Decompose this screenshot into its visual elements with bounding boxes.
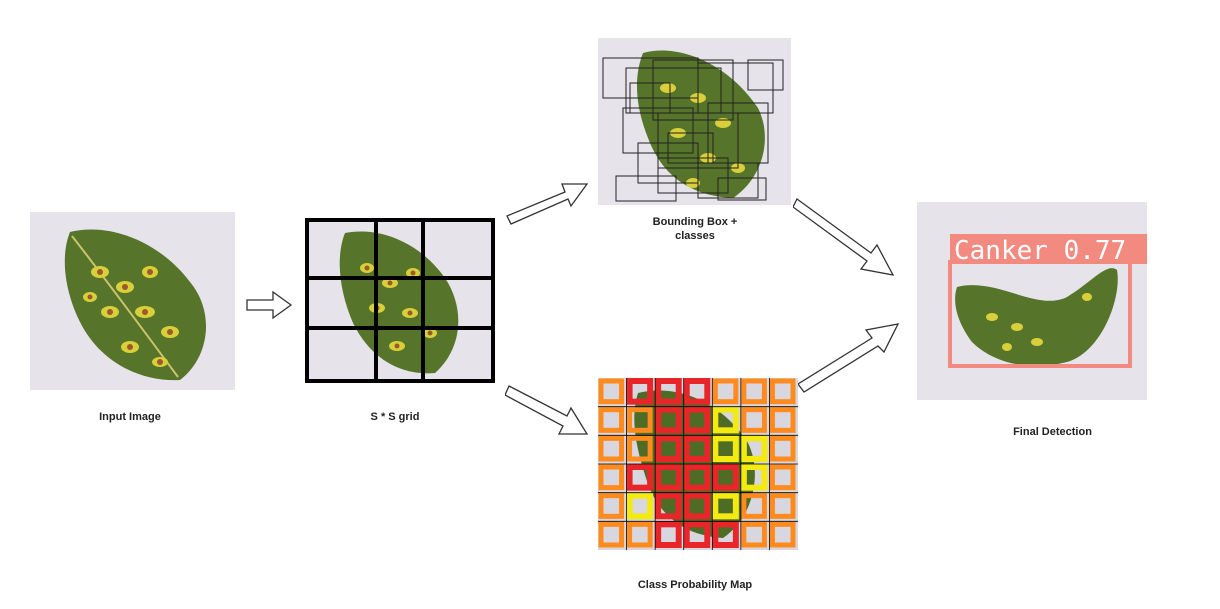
bbox-leaf-photo (598, 38, 791, 205)
class-probability-map-image (598, 378, 798, 550)
probability-cell (769, 464, 796, 491)
bounding-boxes (602, 57, 784, 202)
probability-cell (598, 493, 625, 519)
arrow-up-right-to-final-icon (798, 323, 900, 393)
probability-cell (712, 406, 739, 434)
probability-cell (655, 492, 682, 520)
probability-cell (740, 435, 768, 462)
s-by-s-grid-lines (305, 218, 495, 383)
probability-cell (769, 435, 796, 462)
probability-cell (712, 435, 739, 462)
arrow-down-right-icon (505, 385, 589, 435)
probability-cell (683, 435, 711, 462)
probability-map-photo (598, 378, 798, 550)
probability-cell (655, 464, 682, 491)
input-image (30, 212, 235, 390)
probmap-caption: Class Probability Map (637, 579, 753, 591)
probability-cell (627, 407, 653, 433)
probability-cell (598, 464, 625, 491)
probability-cell (769, 493, 796, 519)
probability-cell (741, 378, 767, 405)
probability-cell (626, 492, 654, 520)
detection-label: Canker 0.77 (954, 236, 1126, 266)
probability-cell (655, 521, 682, 548)
probability-cell (683, 521, 711, 548)
probability-cell (626, 378, 654, 405)
probability-cell (627, 521, 653, 548)
final-leaf-photo: Canker 0.77 (917, 202, 1147, 400)
probability-cell (627, 435, 653, 462)
input-leaf-photo (30, 212, 235, 390)
probability-cell (769, 378, 796, 405)
probability-cell (741, 493, 767, 519)
probability-cell (741, 521, 767, 548)
probability-cell (769, 407, 796, 433)
bbox-caption: Bounding Box + classes (620, 215, 770, 243)
final-detection-caption: Final Detection (1013, 426, 1092, 438)
bbox-caption-line2: classes (675, 230, 715, 242)
bbox-caption-line1: Bounding Box + (652, 216, 738, 228)
probability-cell (712, 378, 739, 405)
probability-cell (626, 464, 654, 491)
bounding-box-image (598, 38, 791, 205)
probability-cell (598, 407, 625, 433)
probability-cell (741, 407, 767, 433)
grid-leaf-photo (305, 218, 495, 383)
probability-cell (655, 406, 682, 434)
arrow-right-icon (246, 290, 293, 320)
grid-image (305, 218, 495, 383)
probability-cell (712, 521, 739, 548)
probability-cell (769, 521, 796, 548)
probability-cell (683, 406, 711, 434)
probability-grid-cells (598, 378, 798, 550)
probability-cell (598, 435, 625, 462)
probability-cell (712, 492, 739, 520)
final-detection-image: Canker 0.77 (917, 202, 1147, 400)
probability-cell (740, 464, 768, 491)
probability-cell (655, 378, 682, 405)
probability-cell (683, 492, 711, 520)
probability-cell (712, 464, 739, 491)
detection-label-bg (950, 234, 1147, 264)
arrow-up-right-icon (506, 183, 589, 225)
probability-cell (598, 521, 625, 548)
grid-caption: S * S grid (370, 411, 420, 423)
probability-cell (683, 378, 711, 405)
input-image-caption: Input Image (99, 411, 161, 423)
probability-cell (598, 378, 625, 405)
arrow-down-right-to-final-icon (793, 198, 895, 276)
probability-cell (655, 435, 682, 462)
probability-cell (683, 464, 711, 491)
